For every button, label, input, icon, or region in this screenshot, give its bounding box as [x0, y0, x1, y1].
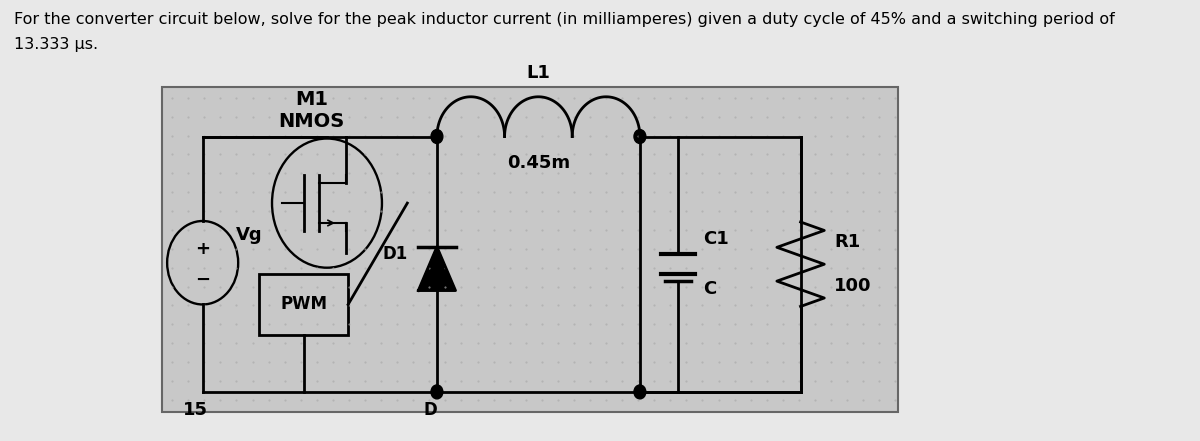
Text: C: C	[703, 280, 716, 298]
Text: M1: M1	[295, 90, 329, 109]
Text: R1: R1	[834, 233, 860, 251]
Text: +: +	[196, 240, 210, 258]
Text: 13.333 μs.: 13.333 μs.	[14, 37, 98, 52]
Text: D1: D1	[382, 245, 407, 263]
Polygon shape	[419, 247, 456, 291]
Circle shape	[431, 130, 443, 143]
Text: −: −	[196, 271, 210, 288]
Circle shape	[634, 385, 646, 399]
Bar	[259, 274, 348, 335]
Text: C1: C1	[703, 230, 730, 248]
Bar	[162, 87, 898, 412]
Text: 0.45m: 0.45m	[506, 154, 570, 172]
Text: 100: 100	[834, 277, 872, 295]
Circle shape	[634, 130, 646, 143]
Text: D: D	[424, 401, 437, 419]
Text: NMOS: NMOS	[278, 112, 344, 131]
Circle shape	[431, 385, 443, 399]
Text: Vg: Vg	[236, 226, 263, 244]
Text: PWM: PWM	[281, 295, 328, 314]
Text: For the converter circuit below, solve for the peak inductor current (in milliam: For the converter circuit below, solve f…	[14, 12, 1115, 27]
Text: L1: L1	[527, 64, 551, 82]
Text: 15: 15	[184, 401, 209, 419]
